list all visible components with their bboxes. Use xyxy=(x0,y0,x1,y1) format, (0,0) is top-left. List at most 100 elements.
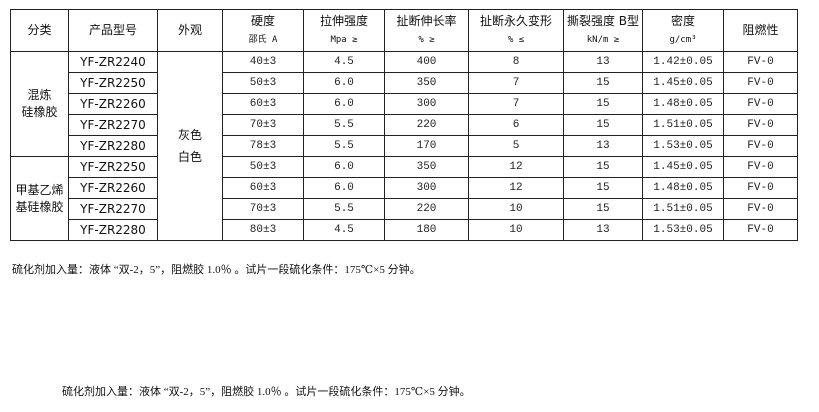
tear-strength-cell: 15 xyxy=(563,72,643,94)
product-spec-table: 分类 产品型号 外观 硬度 邵氏 A 拉伸强度 Mpa ≥ 扯断伸长率 % ≥ 扯断永久变形 % ≤… xyxy=(10,9,798,241)
tensile-strength-cell: 6.0 xyxy=(303,177,385,199)
tear-strength-cell: 15 xyxy=(563,177,643,199)
column-header-label: 密度 xyxy=(670,13,695,28)
column-header: 扯断伸长率 % ≥ xyxy=(384,9,469,52)
density-cell: 1.48±0.05 xyxy=(642,177,724,199)
hardness-cell: 40±3 xyxy=(222,51,304,73)
column-header-unit: kN/m ≥ xyxy=(586,34,620,45)
elongation-cell: 170 xyxy=(384,135,469,157)
model-cell: YF-ZR2280 xyxy=(68,135,158,157)
permanent-set-cell: 5 xyxy=(468,135,564,157)
density-cell: 1.51±0.05 xyxy=(642,198,724,220)
table-row: YF-ZR2270 70±3 5.5 220 10 15 1.51±0.05 FV-0 xyxy=(11,198,798,220)
density-cell: 1.45±0.05 xyxy=(642,72,724,94)
tear-strength-cell: 15 xyxy=(563,93,643,115)
column-header-label: 硬度 xyxy=(250,13,275,28)
column-header: 撕裂强度 B型 kN/m ≥ xyxy=(563,9,643,52)
column-header-label: 阻燃性 xyxy=(742,23,779,37)
model-cell: YF-ZR2250 xyxy=(68,72,158,94)
column-header-unit: g/cm³ xyxy=(669,34,697,45)
category-label-line: 硅橡胶 xyxy=(21,105,58,119)
flame-retardancy-cell: FV-0 xyxy=(723,135,798,157)
hardness-cell: 78±3 xyxy=(222,135,304,157)
column-header-label: 外观 xyxy=(177,23,202,37)
hardness-cell: 80±3 xyxy=(222,219,304,241)
table-row: 混炼 硅橡胶 YF-ZR2240 灰色 白色 40±3 4.5 400 8 13 1.42±0.05… xyxy=(10,51,798,241)
column-header: 外观 xyxy=(157,9,223,52)
density-cell: 1.42±0.05 xyxy=(642,51,724,73)
model-cell: YF-ZR2240 xyxy=(68,51,158,73)
column-header-unit: % ≥ xyxy=(418,34,435,45)
table-row: 甲基乙烯 基硅橡胶 YF-ZR2250 50±3 6.0 350 12 15 1.45±0.05… xyxy=(10,156,798,241)
hardness-cell: 60±3 xyxy=(222,177,304,199)
permanent-set-cell: 12 xyxy=(468,156,564,178)
appearance-label-line: 白色 xyxy=(177,150,202,164)
flame-retardancy-cell: FV-0 xyxy=(723,114,798,136)
column-header-label: 分类 xyxy=(27,23,52,37)
elongation-cell: 220 xyxy=(384,198,469,220)
model-cell: YF-ZR2250 xyxy=(68,156,158,178)
tensile-strength-cell: 6.0 xyxy=(303,72,385,94)
column-header: 产品型号 xyxy=(68,9,158,52)
density-cell: 1.53±0.05 xyxy=(642,219,724,241)
column-header-label: 拉伸强度 xyxy=(319,13,368,28)
tear-strength-cell: 13 xyxy=(563,219,643,241)
elongation-cell: 300 xyxy=(384,93,469,115)
elongation-cell: 180 xyxy=(384,219,469,241)
tensile-strength-cell: 5.5 xyxy=(303,114,385,136)
model-cell: YF-ZR2260 xyxy=(68,93,158,115)
hardness-cell: 70±3 xyxy=(222,114,304,136)
model-cell: YF-ZR2260 xyxy=(68,177,158,199)
flame-retardancy-cell: FV-0 xyxy=(723,177,798,199)
elongation-cell: 300 xyxy=(384,177,469,199)
tensile-strength-cell: 6.0 xyxy=(303,156,385,178)
column-header: 硬度邵氏 A xyxy=(222,9,304,52)
density-cell: 1.53±0.05 xyxy=(642,135,724,157)
tear-strength-cell: 13 xyxy=(563,135,643,157)
column-header: 分类 xyxy=(10,9,69,52)
density-cell: 1.45±0.05 xyxy=(642,156,724,178)
density-cell: 1.48±0.05 xyxy=(642,93,724,115)
tear-strength-cell: 13 xyxy=(563,51,643,73)
permanent-set-cell: 10 xyxy=(468,198,564,220)
hardness-cell: 50±3 xyxy=(222,156,304,178)
vulcanization-note: 硫化剂加入量：液体 “双-2，5”，阻燃胶 1.0％ 。试片一段硫化条件：175… xyxy=(12,264,421,276)
tensile-strength-cell: 5.5 xyxy=(303,198,385,220)
elongation-cell: 400 xyxy=(384,51,469,73)
permanent-set-cell: 12 xyxy=(468,177,564,199)
flame-retardancy-cell: FV-0 xyxy=(723,93,798,115)
tensile-strength-cell: 5.5 xyxy=(303,135,385,157)
column-header: 阻燃性 xyxy=(723,9,798,52)
table-row: YF-ZR2260 60±3 6.0 300 12 15 1.48±0.05 FV-0 xyxy=(11,177,798,199)
column-header-label: 撕裂强度 B型 xyxy=(566,13,640,28)
column-header-label: 扯断伸长率 xyxy=(396,13,457,28)
hardness-cell: 70±3 xyxy=(222,198,304,220)
permanent-set-cell: 7 xyxy=(468,72,564,94)
category-cell: 甲基乙烯 基硅橡胶 xyxy=(10,156,69,241)
column-header-label: 扯断永久变形 xyxy=(479,13,552,28)
table-row: YF-ZR2270 70±3 5.5 220 6 15 1.51±0.05 FV-0 xyxy=(11,114,798,136)
elongation-cell: 350 xyxy=(384,156,469,178)
flame-retardancy-cell: FV-0 xyxy=(723,51,798,73)
model-cell: YF-ZR2270 xyxy=(68,114,158,136)
column-header-unit: 邵氏 A xyxy=(248,34,278,45)
column-header-unit: % ≤ xyxy=(507,34,525,45)
flame-retardancy-cell: FV-0 xyxy=(723,156,798,178)
table-row: YF-ZR2280 80±3 4.5 180 10 13 1.53±0.05 FV-0 xyxy=(11,219,798,241)
table-row: YF-ZR2280 78±3 5.5 170 5 13 1.53±0.05 FV-0 xyxy=(11,135,798,157)
category-label-line: 甲基乙烯 xyxy=(15,182,64,197)
flame-retardancy-cell: FV-0 xyxy=(723,219,798,241)
tear-strength-cell: 15 xyxy=(563,156,643,178)
tensile-strength-cell: 6.0 xyxy=(303,93,385,115)
elongation-cell: 220 xyxy=(384,114,469,136)
table-row: YF-ZR2250 50±3 6.0 350 7 15 1.45±0.05 FV-0 xyxy=(11,72,798,94)
permanent-set-cell: 6 xyxy=(468,114,564,136)
permanent-set-cell: 8 xyxy=(468,51,564,73)
permanent-set-cell: 7 xyxy=(468,93,564,115)
category-label-line: 混炼 xyxy=(27,88,52,102)
tear-strength-cell: 15 xyxy=(563,198,643,220)
appearance-cell: 灰色 白色 xyxy=(157,51,223,241)
table-row: YF-ZR2260 60±3 6.0 300 7 15 1.48±0.05 FV-0 xyxy=(11,93,798,115)
table-header-row: 分类 产品型号 外观 硬度 邵氏 A 拉伸强度 Mpa ≥ 扯断伸长率 % ≥ 扯断永久变形 % ≤… xyxy=(10,9,798,52)
hardness-cell: 50±3 xyxy=(222,72,304,94)
